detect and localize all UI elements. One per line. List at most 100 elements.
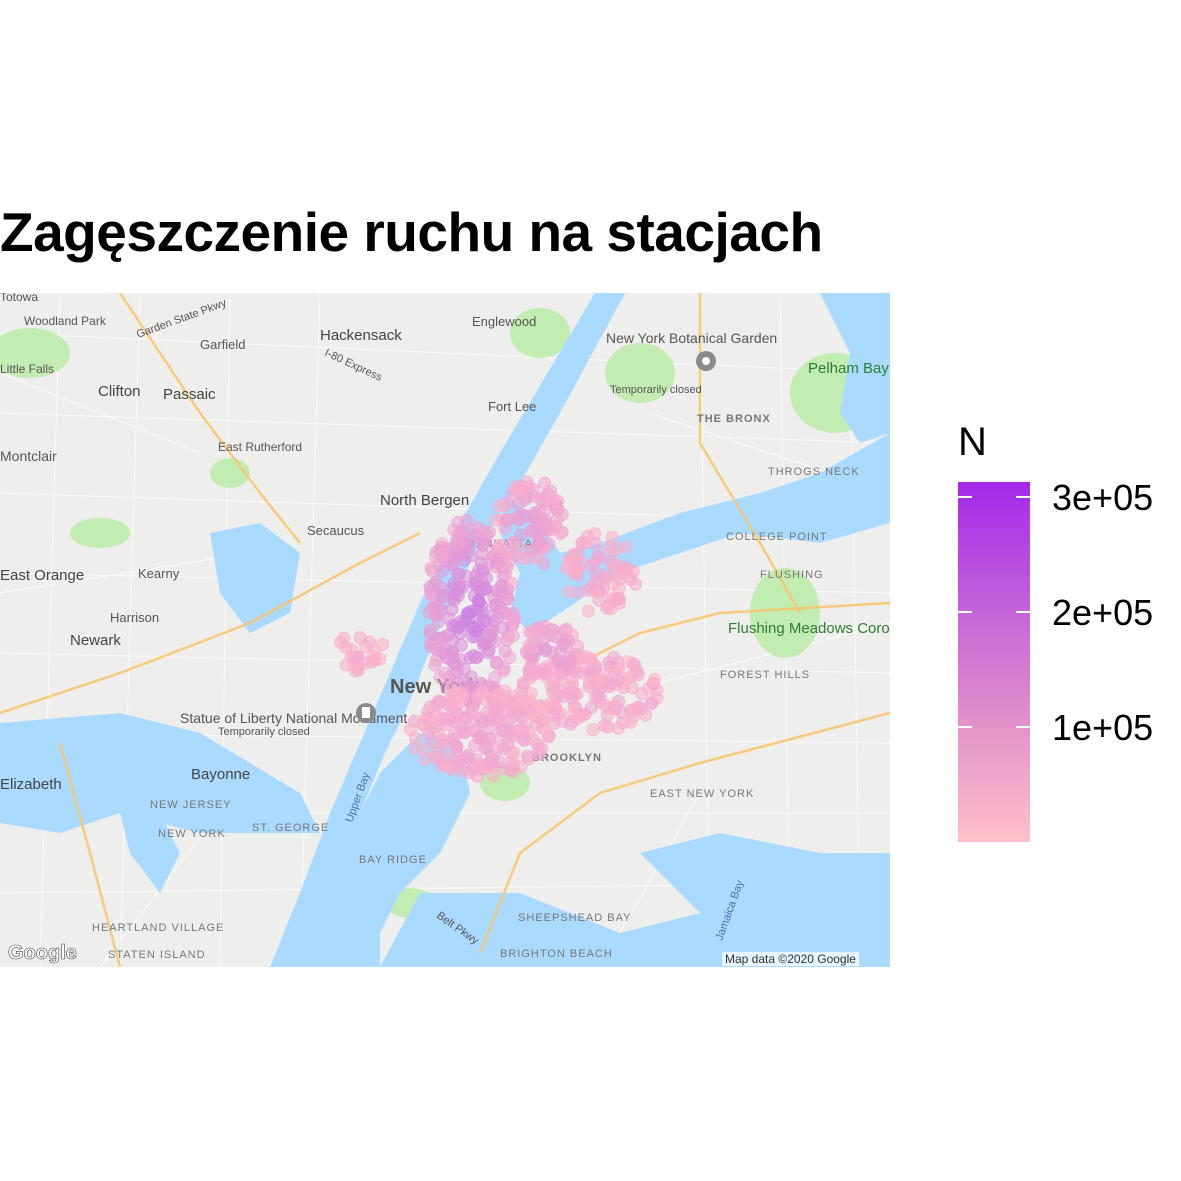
- station-point: [516, 710, 530, 724]
- station-point: [491, 556, 505, 570]
- station-point: [628, 658, 641, 672]
- station-point: [434, 713, 448, 727]
- label-garfield: Garfield: [200, 337, 246, 352]
- station-point: [511, 497, 525, 511]
- station-point: [463, 766, 476, 780]
- station-point: [614, 705, 628, 719]
- label-fort-lee: Fort Lee: [488, 399, 536, 414]
- map-attribution[interactable]: Map data ©2020 Google: [722, 952, 859, 966]
- station-point: [418, 752, 432, 766]
- station-point: [455, 580, 469, 594]
- label-forest-hills: FOREST HILLS: [720, 669, 810, 681]
- station-point: [547, 708, 561, 722]
- station-point: [612, 581, 626, 595]
- label-elizabeth: Elizabeth: [0, 776, 62, 793]
- station-point: [453, 754, 467, 768]
- label-college-point: COLLEGE POINT: [726, 531, 828, 543]
- station-point: [450, 537, 464, 551]
- station-point: [452, 620, 466, 634]
- label-little-falls: Little Falls: [0, 362, 54, 376]
- label-hackensack: Hackensack: [320, 327, 402, 344]
- station-point: [634, 702, 648, 716]
- station-point: [496, 688, 510, 702]
- station-point: [635, 687, 649, 700]
- station-point: [556, 636, 570, 649]
- station-point: [500, 547, 514, 561]
- station-point: [470, 650, 484, 664]
- legend-tick-label: 3e+05: [1052, 477, 1154, 518]
- legend-tick-label: 1e+05: [1052, 707, 1154, 748]
- station-point: [460, 711, 474, 725]
- station-point: [514, 528, 528, 542]
- station-point: [479, 637, 492, 650]
- station-point: [562, 585, 576, 599]
- station-point: [525, 640, 539, 654]
- station-point: [522, 752, 536, 766]
- station-point: [443, 762, 457, 776]
- label-brighton-beach: BRIGHTON BEACH: [500, 948, 613, 960]
- station-point: [572, 711, 586, 725]
- legend-tick-label: 2e+05: [1052, 592, 1154, 633]
- label-heartland-village: HEARTLAND VILLAGE: [92, 922, 224, 934]
- station-point: [466, 630, 480, 644]
- station-point: [436, 734, 450, 748]
- label-new-jersey: NEW JERSEY: [150, 799, 232, 811]
- legend-title: N: [958, 420, 987, 464]
- station-point: [345, 643, 359, 657]
- label-flushing-meadows: Flushing Meadows Corona Park: [728, 620, 890, 637]
- station-point: [532, 534, 546, 548]
- station-point: [545, 645, 559, 659]
- station-point: [431, 615, 445, 629]
- label-statue-closed: Temporarily closed: [218, 726, 310, 738]
- station-points: [334, 475, 664, 783]
- map-panel[interactable]: New York MANHATTAN BROOKLYN THE BRONX Ne…: [0, 293, 890, 967]
- station-point: [480, 558, 494, 571]
- station-point: [376, 638, 390, 651]
- station-point: [528, 623, 542, 637]
- label-botanical-closed: Temporarily closed: [610, 384, 702, 396]
- station-point: [491, 611, 505, 625]
- station-point: [501, 737, 515, 751]
- station-point: [602, 680, 616, 694]
- label-east-orange: East Orange: [0, 567, 84, 584]
- station-point: [490, 655, 504, 669]
- station-point: [429, 750, 443, 764]
- station-point: [585, 654, 599, 668]
- station-point: [534, 494, 548, 507]
- google-logo: Google: [8, 942, 77, 965]
- station-point: [555, 690, 569, 704]
- station-point: [619, 540, 633, 554]
- station-point: [501, 592, 515, 606]
- station-point: [498, 644, 512, 658]
- station-point: [535, 712, 549, 726]
- station-point: [455, 690, 469, 704]
- station-point: [506, 629, 520, 643]
- station-point: [423, 580, 437, 594]
- chart-title: Zagęszczenie ruchu na stacjach: [0, 201, 823, 263]
- water: [0, 293, 890, 967]
- station-point: [511, 512, 525, 526]
- legend-colorbar: [958, 482, 1030, 842]
- station-point: [591, 550, 605, 564]
- map-svg: New York MANHATTAN BROOKLYN THE BRONX Ne…: [0, 293, 890, 967]
- station-point: [644, 697, 658, 710]
- label-kearny: Kearny: [138, 566, 180, 581]
- station-point: [507, 613, 521, 627]
- station-point: [495, 579, 508, 593]
- station-point: [491, 701, 505, 715]
- station-point: [545, 490, 559, 504]
- station-point: [584, 701, 598, 715]
- station-point: [518, 696, 532, 710]
- label-pelham-bay-park: Pelham Bay Park: [808, 360, 890, 377]
- station-point: [582, 680, 596, 694]
- label-brooklyn: BROOKLYN: [532, 752, 602, 764]
- station-point: [476, 685, 489, 699]
- station-point: [472, 731, 486, 745]
- label-englewood: Englewood: [472, 314, 536, 329]
- station-point: [547, 624, 561, 637]
- label-totowa: Totowa: [0, 293, 38, 304]
- station-point: [450, 740, 464, 753]
- station-point: [462, 607, 476, 621]
- label-harrison: Harrison: [110, 610, 159, 625]
- label-passaic: Passaic: [163, 386, 216, 403]
